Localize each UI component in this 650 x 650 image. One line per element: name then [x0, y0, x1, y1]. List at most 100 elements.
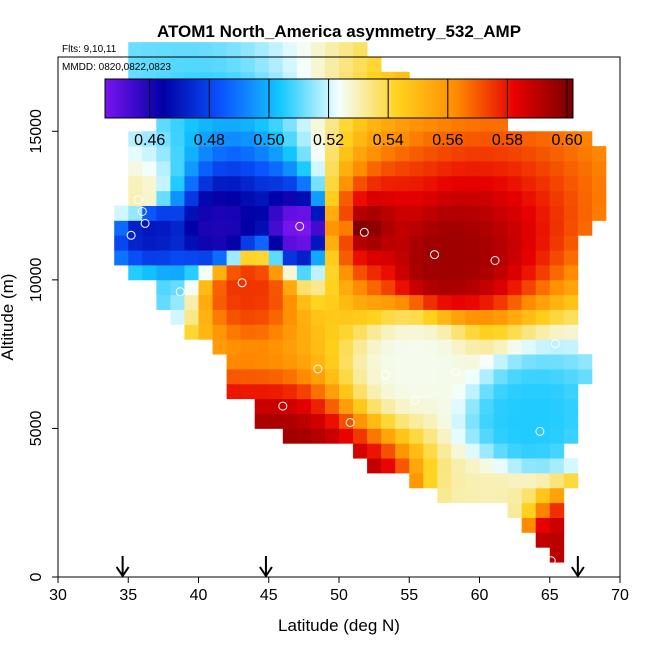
heatmap-cell	[423, 428, 438, 444]
heatmap-cell	[254, 309, 270, 325]
heatmap-cell	[479, 369, 494, 385]
heatmap-cell	[381, 369, 396, 385]
heatmap-cell	[353, 309, 368, 325]
heatmap-cell	[423, 339, 438, 355]
heatmap-cell	[184, 146, 199, 162]
heatmap-cell	[395, 279, 410, 296]
heatmap-cell	[465, 205, 480, 221]
heatmap-cell	[507, 309, 523, 325]
heatmap-cell	[128, 131, 143, 147]
heatmap-cell	[198, 324, 213, 340]
heatmap-cell	[212, 190, 227, 206]
heatmap-cell	[423, 265, 438, 281]
heatmap-cell	[549, 279, 565, 296]
heatmap-cell	[310, 146, 326, 162]
heatmap-cell	[451, 250, 466, 266]
heatmap-cell	[339, 205, 354, 221]
heatmap-cell	[395, 190, 410, 206]
heatmap-cell	[240, 354, 256, 370]
heatmap-cell	[367, 250, 382, 266]
heatmap-cell	[367, 57, 382, 73]
x-tick-label: 70	[611, 587, 629, 604]
x-tick-label: 65	[541, 587, 559, 604]
heatmap-cell	[353, 294, 368, 310]
heatmap-cell	[353, 443, 368, 459]
heatmap-cell	[324, 324, 340, 340]
heatmap-cell	[282, 220, 298, 236]
heatmap-cell	[465, 131, 480, 147]
heatmap-cell	[451, 458, 466, 474]
heatmap-cell	[212, 265, 227, 281]
heatmap-cell	[549, 175, 565, 192]
heatmap-cell	[353, 369, 368, 385]
heatmap-cell	[563, 309, 579, 325]
heatmap-cell	[563, 294, 579, 310]
heatmap-cell	[521, 235, 537, 251]
colorbar-tick-label: 0.60	[551, 132, 582, 149]
observation-point	[119, 358, 129, 368]
heatmap-cell	[156, 161, 171, 177]
heatmap-cell	[395, 369, 410, 385]
heatmap-cell	[226, 161, 242, 177]
heatmap-cell	[493, 324, 508, 340]
heatmap-cell	[310, 339, 326, 355]
heatmap-cell	[395, 324, 410, 340]
arrow-marker-head	[259, 566, 273, 578]
heatmap-cell	[296, 146, 312, 162]
heatmap-cell	[282, 339, 298, 355]
heatmap-cell	[577, 161, 593, 177]
heatmap-cell	[367, 324, 382, 340]
heatmap-cell	[268, 220, 284, 236]
heatmap-cell	[395, 428, 410, 444]
heatmap-cell	[296, 428, 312, 444]
heatmap-cell	[493, 220, 508, 236]
heatmap-cell	[493, 487, 508, 504]
heatmap-cell	[423, 458, 438, 474]
heatmap-cell	[381, 324, 396, 340]
heatmap-cell	[521, 190, 537, 206]
heatmap-cell	[437, 383, 452, 400]
heatmap-cell	[240, 279, 256, 296]
heatmap-cell	[535, 309, 551, 325]
heatmap-cell	[423, 205, 438, 221]
heatmap-cell	[367, 265, 382, 281]
heatmap-cell	[437, 487, 452, 504]
heatmap-cell	[226, 235, 242, 251]
heatmap-cell	[479, 279, 494, 296]
heatmap-cell	[395, 235, 410, 251]
heatmap-cell	[535, 279, 551, 296]
heatmap-cell	[170, 57, 185, 73]
y-axis: 0 5000 10000 15000	[28, 109, 58, 581]
heatmap-cell	[535, 487, 551, 504]
heatmap-cell	[156, 57, 171, 73]
heatmap-cell	[296, 220, 312, 236]
heatmap-cell	[479, 309, 494, 325]
observation-point	[490, 256, 500, 265]
heatmap-cell	[549, 413, 565, 429]
heatmap-cell	[549, 146, 565, 162]
heatmap-cell	[156, 205, 171, 221]
heatmap-cell	[479, 250, 494, 266]
heatmap-cell	[142, 161, 157, 177]
heatmap-cell	[282, 57, 298, 73]
heatmap-cell	[367, 443, 382, 459]
heatmap-cell	[282, 279, 298, 296]
heatmap-cell	[395, 175, 410, 192]
heatmap-cell	[549, 398, 565, 414]
heatmap-cell	[479, 235, 494, 251]
heatmap-cell	[493, 294, 508, 310]
heatmap-cell	[493, 116, 508, 132]
heatmap-cell	[535, 161, 551, 177]
heatmap-cell	[156, 146, 171, 162]
heatmap-cell	[353, 146, 368, 162]
heatmap-cell	[479, 443, 494, 459]
heatmap-cell	[339, 131, 354, 147]
x-axis: 30 35 40 45 50 55 60 65 70	[49, 577, 629, 604]
heatmap-cell	[437, 250, 452, 266]
heatmap-cell	[465, 487, 480, 504]
heatmap-cell	[409, 131, 424, 147]
heatmap-cell	[324, 383, 340, 400]
heatmap-cell	[395, 398, 410, 414]
heatmap-cell	[367, 235, 382, 251]
heatmap-cell	[521, 383, 537, 400]
